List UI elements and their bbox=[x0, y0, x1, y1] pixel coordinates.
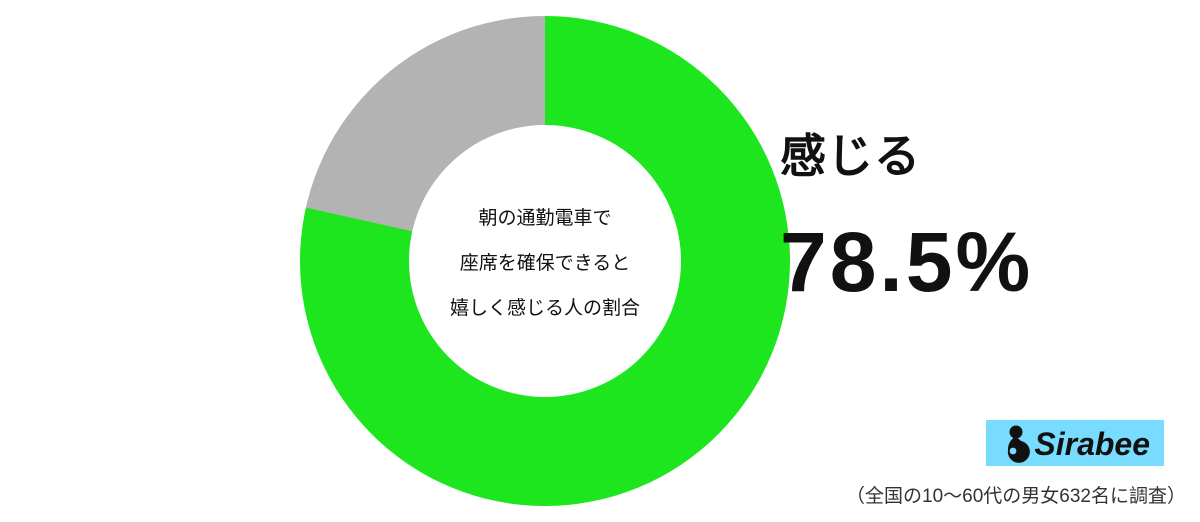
center-line-3: 嬉しく感じる人の割合 bbox=[450, 293, 640, 320]
brand-name: Sirabee bbox=[1034, 426, 1150, 463]
survey-footnote: （全国の10〜60代の男女632名に調査） bbox=[846, 481, 1186, 508]
donut-chart: 朝の通勤電車で 座席を確保できると 嬉しく感じる人の割合 bbox=[300, 16, 790, 506]
center-line-2: 座席を確保できると bbox=[460, 248, 631, 275]
callout-label: 感じる bbox=[780, 120, 1033, 186]
percent-callout: 感じる 78.5% bbox=[780, 120, 1033, 311]
brand-badge: Sirabee bbox=[986, 420, 1164, 466]
brand-logo-icon bbox=[996, 424, 1030, 464]
center-line-1: 朝の通勤電車で bbox=[478, 203, 611, 230]
donut-center: 朝の通勤電車で 座席を確保できると 嬉しく感じる人の割合 bbox=[409, 125, 681, 397]
infographic-canvas: 朝の通勤電車で 座席を確保できると 嬉しく感じる人の割合 感じる 78.5% S… bbox=[0, 0, 1200, 522]
callout-value: 78.5% bbox=[780, 214, 1033, 311]
